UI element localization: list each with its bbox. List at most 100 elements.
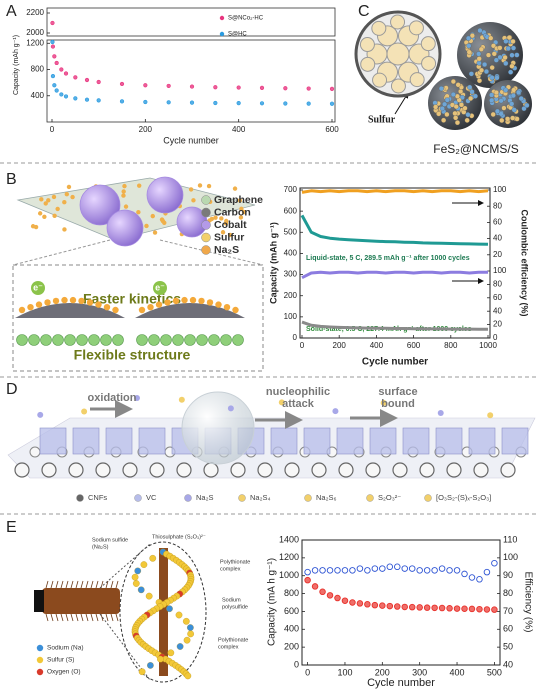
- data-point: [364, 567, 371, 574]
- y2-tick-label: 60: [493, 293, 502, 302]
- data-point: [50, 39, 55, 45]
- bead: [132, 580, 140, 587]
- particle: [489, 65, 495, 71]
- particle: [458, 102, 465, 108]
- particle: [455, 82, 461, 88]
- y-tick-label: 400: [284, 624, 299, 634]
- y-tick-label: 200: [284, 291, 298, 300]
- legend-icon: [201, 207, 211, 218]
- spike: [85, 580, 89, 589]
- particle: [493, 89, 499, 96]
- legend-label: Sulfur: [214, 231, 244, 243]
- na2s-dot: [155, 301, 163, 308]
- y2-tick-label: 0: [493, 333, 498, 342]
- fiber-core: [159, 548, 168, 676]
- na2s-dot: [239, 206, 244, 212]
- electron-label: e⁻: [33, 282, 43, 292]
- particle: [498, 111, 504, 117]
- data-line: [300, 214, 489, 246]
- carbon-sphere: [232, 334, 244, 346]
- na2s-dot: [78, 297, 85, 305]
- carbon-node: [122, 462, 138, 478]
- data-point: [166, 83, 171, 89]
- x-tick-label: 600: [407, 341, 421, 350]
- vc-cube: [435, 427, 463, 455]
- data-point: [401, 603, 408, 611]
- na2s-dot: [237, 198, 243, 203]
- cobalt-sphere: [79, 184, 121, 226]
- spike: [80, 580, 84, 589]
- spike: [45, 580, 49, 589]
- na2s-dot: [138, 306, 146, 314]
- y2-tick-label: 70: [503, 606, 513, 616]
- data-point: [63, 94, 69, 99]
- na2s-dot: [51, 194, 57, 200]
- data-point: [73, 96, 78, 101]
- cobalt-sphere: [106, 209, 144, 247]
- particle: [518, 96, 524, 102]
- spike: [55, 580, 59, 589]
- zoom-line: [99, 543, 151, 589]
- data-point: [423, 567, 431, 574]
- step-label: oxidation: [88, 392, 137, 404]
- spike: [65, 580, 69, 589]
- polysulfide: [332, 408, 339, 415]
- annotation: Liquid-state, 5 C, 289.5 mAh g⁻¹ after 1…: [306, 255, 470, 262]
- data-line: [301, 320, 488, 331]
- data-point: [84, 97, 90, 102]
- x-tick-label: 0: [300, 341, 305, 350]
- carbon-node: [473, 462, 489, 478]
- polysulfide: [37, 411, 44, 418]
- legend-label: S@NCo₂-HC: [228, 16, 264, 22]
- x-tick-label: 0: [50, 125, 55, 134]
- data-point: [349, 599, 356, 606]
- data-point: [143, 99, 148, 105]
- particle: [469, 89, 475, 95]
- na2s-dot: [61, 296, 68, 304]
- carbon-sphere: [64, 334, 76, 346]
- spike: [90, 580, 94, 589]
- na2s-dot: [62, 199, 67, 205]
- carbon-fiber: [42, 588, 120, 614]
- y2-tick-label: 40: [493, 234, 502, 243]
- particle: [499, 117, 505, 123]
- spike: [85, 613, 89, 622]
- fiber-end: [34, 590, 44, 612]
- data-point: [73, 75, 78, 80]
- data-point: [341, 567, 349, 574]
- x-axis-label: Cycle number: [362, 357, 428, 368]
- data-point: [50, 44, 56, 49]
- data-point: [364, 601, 371, 608]
- particle: [493, 57, 499, 63]
- particle: [509, 63, 515, 69]
- data-point: [304, 568, 311, 576]
- x-tick-label: 400: [370, 341, 384, 350]
- particle: [489, 92, 495, 98]
- na2s-dot: [197, 183, 203, 188]
- plot-frame: [46, 39, 336, 123]
- na2s-dot: [188, 187, 194, 192]
- na2s-dot: [66, 184, 72, 190]
- x-tick-label: 300: [412, 667, 427, 677]
- y-tick-label: 300: [284, 270, 298, 279]
- spike: [50, 613, 54, 622]
- note: (Na₂S): [92, 544, 109, 550]
- carbon-sphere: [40, 334, 52, 346]
- carbon-sphere: [52, 334, 64, 346]
- panel-letter: C: [358, 3, 370, 20]
- particle: [510, 38, 516, 45]
- x-axis-label: Cycle number: [163, 135, 219, 145]
- na2s-dot: [86, 299, 94, 306]
- na2s-dot: [213, 215, 218, 220]
- particle: [509, 101, 515, 107]
- y-tick-label: 800: [284, 588, 299, 598]
- data-point: [483, 568, 491, 576]
- bead: [145, 592, 153, 600]
- carbon-sphere: [88, 334, 100, 346]
- particle: [465, 35, 472, 41]
- na2s-dot: [52, 297, 60, 305]
- na2s-dot: [95, 301, 102, 308]
- note: polysulfide: [222, 604, 248, 610]
- spike: [105, 580, 109, 589]
- y-tick-label: 600: [284, 206, 298, 215]
